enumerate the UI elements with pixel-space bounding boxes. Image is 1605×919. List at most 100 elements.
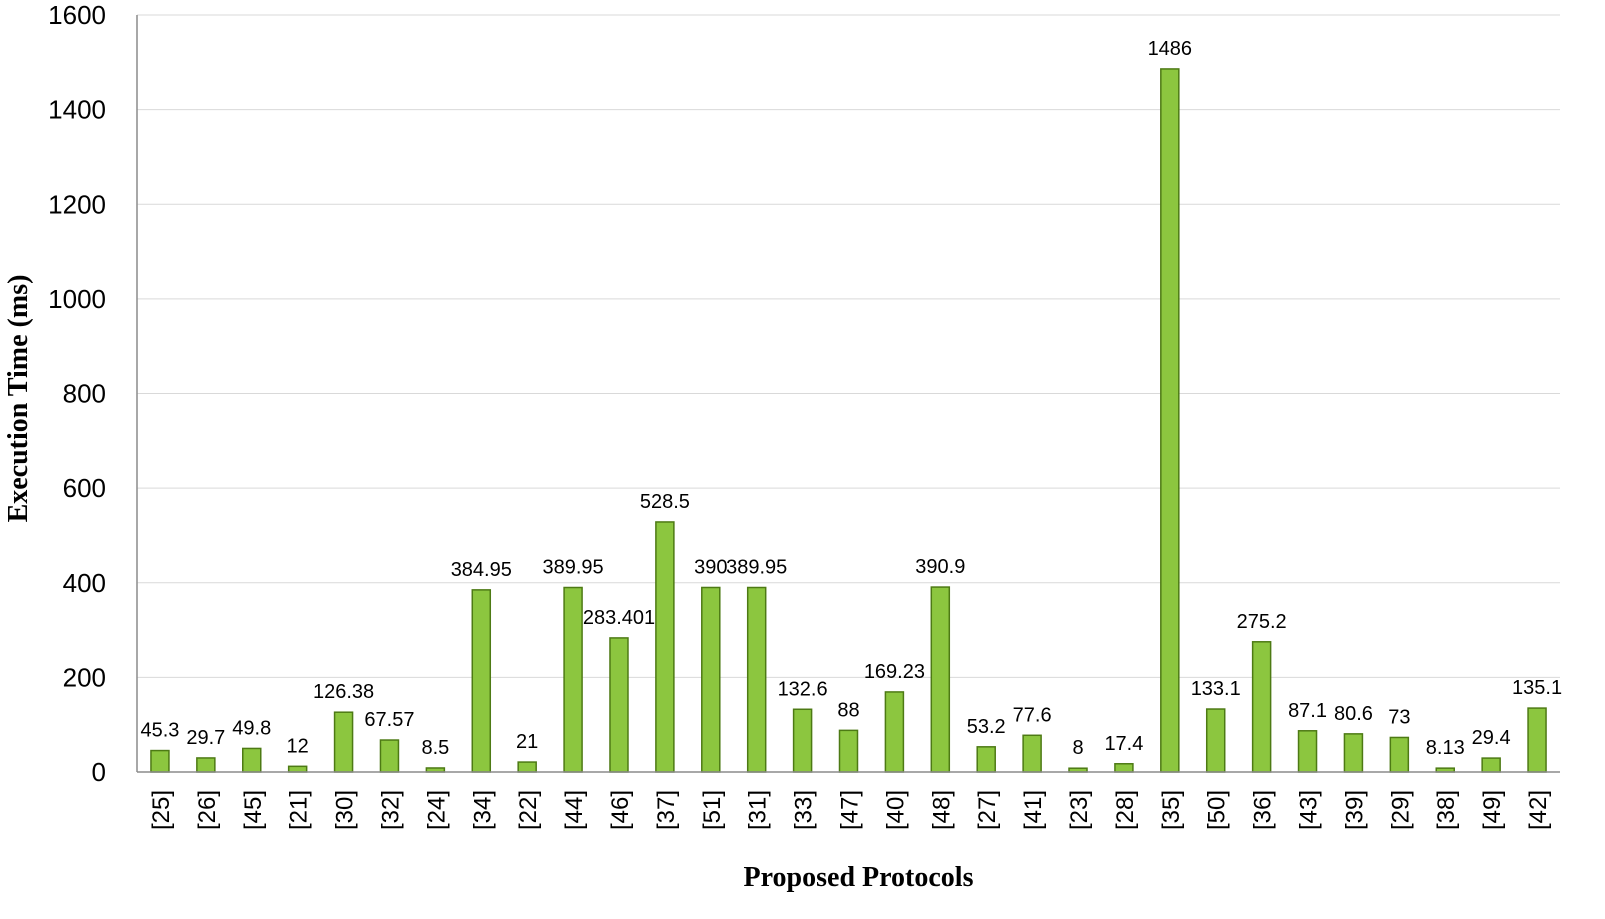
data-label: 384.95 [451,559,512,581]
bar [517,761,537,773]
x-tick-label: [38] [1433,790,1460,830]
x-tick-label: [34] [469,790,496,830]
gridlines [137,14,1560,678]
data-labels: 45.3 29.7 49.8 12 126.38 67.57 8.5 384.95 21 389.… [140,38,1562,759]
data-label: 275.2 [1237,611,1287,633]
bar [838,729,859,773]
y-tick-label: 600 [63,473,106,503]
bars [150,68,1547,773]
x-tick-label: [36] [1250,790,1277,830]
data-label: 133.1 [1191,678,1241,700]
bar [884,691,905,773]
x-tick-label: [25] [148,790,175,830]
y-tick-label: 1000 [48,284,106,314]
x-tick-label: [31] [745,790,772,830]
y-axis-ticks: 0 200 400 600 800 1000 1200 1400 1600 [48,0,106,787]
x-tick-label: [32] [377,790,404,830]
bar [792,708,813,773]
data-label: 8.5 [421,737,449,759]
data-label: 67.57 [364,709,414,731]
y-tick-label: 1600 [48,0,106,30]
y-tick-label: 200 [63,662,106,692]
bar [609,637,629,773]
x-tick-label: [50] [1204,790,1231,830]
x-tick-label: [22] [515,790,542,830]
x-tick-label: [21] [286,790,313,830]
bar [1297,730,1318,773]
x-tick-label: [30] [332,790,359,830]
data-label: 87.1 [1288,700,1327,722]
data-label: 49.8 [232,717,271,739]
data-label: 390.9 [915,556,965,578]
x-tick-label: [33] [791,790,818,830]
x-axis-ticks: [25] [26] [45] [21] [30] [32] [24] [34] [22] [44]… [148,790,1552,830]
data-label: 80.6 [1334,703,1373,725]
data-label: 528.5 [640,491,690,513]
bar [150,749,170,773]
data-label: 53.2 [967,716,1006,738]
data-label: 8.13 [1426,737,1465,759]
bar [287,765,308,773]
x-tick-label: [27] [974,790,1001,830]
data-label: 135.1 [1512,677,1562,699]
data-label: 73 [1388,706,1410,728]
bar [1343,733,1364,773]
x-tick-label: [49] [1479,790,1506,830]
x-tick-label: [26] [194,790,221,830]
x-tick-label: [29] [1387,790,1414,830]
data-label: 12 [287,735,309,757]
bar [655,521,675,773]
y-axis-title: Execution Time (ms) [3,275,34,523]
data-label: 8 [1072,737,1083,759]
bar [930,586,951,773]
x-tick-label: [35] [1158,790,1185,830]
x-tick-label: [24] [423,790,450,830]
bar [333,711,354,773]
data-label: 77.6 [1013,704,1052,726]
x-tick-label: [28] [1112,790,1139,830]
bar [1160,68,1180,773]
x-tick-label: [37] [653,790,680,830]
x-tick-label: [44] [561,790,588,830]
bar [1114,763,1134,773]
data-label: 1486 [1148,38,1193,60]
data-label: 21 [516,731,538,753]
data-label: 390 [694,556,727,578]
bar [563,586,583,773]
x-tick-label: [41] [1020,790,1047,830]
data-label: 389.95 [542,557,603,579]
x-tick-label: [42] [1525,790,1552,830]
x-tick-label: [51] [699,790,726,830]
data-label: 132.6 [778,678,828,700]
data-label: 389.95 [726,557,787,579]
x-tick-label: [48] [928,790,955,830]
y-tick-label: 400 [63,568,106,598]
bar [196,757,216,773]
bar [1527,707,1547,773]
y-tick-label: 800 [63,379,106,409]
x-tick-label: [39] [1341,790,1368,830]
bar [1481,757,1501,773]
bar [701,586,721,773]
data-label: 45.3 [140,720,179,742]
x-tick-label: [40] [882,790,909,830]
bar [1389,736,1410,773]
bar [471,589,492,773]
x-tick-label: [45] [240,790,267,830]
x-tick-label: [47] [837,790,864,830]
y-tick-label: 0 [92,757,106,787]
y-tick-label: 1200 [48,189,106,219]
bar [379,739,400,773]
bar [1022,734,1042,773]
data-label: 29.7 [186,727,225,749]
x-axis-title: Proposed Protocols [744,862,974,893]
data-label: 88 [837,699,859,721]
data-label: 169.23 [864,661,925,683]
bar [242,747,262,773]
y-tick-label: 1400 [48,95,106,125]
bar [1205,708,1226,773]
x-tick-label: [46] [607,790,634,830]
data-label: 17.4 [1104,733,1143,755]
data-label: 29.4 [1472,727,1511,749]
